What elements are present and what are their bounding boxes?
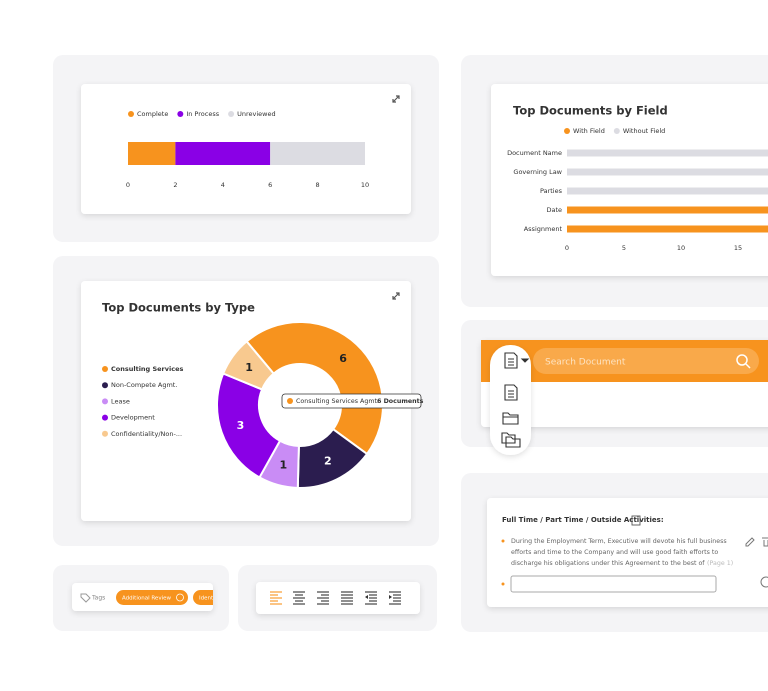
legend-swatch xyxy=(102,414,108,421)
tooltip-value: 6 Documents xyxy=(377,398,424,405)
y-tick-label: Document Name xyxy=(507,149,562,157)
tag-chip[interactable] xyxy=(193,590,233,605)
legend-label: Unreviewed xyxy=(237,110,276,118)
search-placeholder: Search Document xyxy=(545,358,626,368)
bullet xyxy=(501,539,505,543)
donut-segment xyxy=(245,321,384,456)
legend-swatch xyxy=(228,111,235,117)
y-tick-label: Assignment xyxy=(524,225,563,233)
tooltip-swatch xyxy=(287,398,293,404)
bar-segment xyxy=(270,142,365,165)
search-icon xyxy=(745,363,751,369)
bullet xyxy=(501,582,505,586)
tag-clip: Ident xyxy=(193,590,233,605)
clause-input[interactable] xyxy=(510,575,717,593)
legend-label: Confidentiality/Non-... xyxy=(111,430,182,438)
clause-line: efforts and time to the Company and will… xyxy=(511,549,718,556)
align-icon xyxy=(365,595,368,599)
align-toolbar xyxy=(270,591,401,605)
expand-icon[interactable] xyxy=(392,292,400,300)
tag-text: Additional Review xyxy=(122,596,171,602)
tooltip xyxy=(281,393,422,409)
legend-label: Consulting Services xyxy=(111,365,183,373)
dropdown-icons xyxy=(501,352,530,448)
clause-heading: Full Time / Part Time / Outside Activiti… xyxy=(502,516,664,524)
expand-icon[interactable] xyxy=(392,95,400,103)
legend-label: Development xyxy=(111,414,155,422)
segment-label: 6 xyxy=(339,352,347,365)
delete-icon[interactable] xyxy=(762,537,768,547)
tag-remove[interactable] xyxy=(176,593,184,602)
x-tick-label: 10 xyxy=(677,244,685,252)
legend-label: Non-Compete Agmt. xyxy=(111,381,177,389)
x-tick-label: 8 xyxy=(316,181,320,189)
x-tick-label: 5 xyxy=(622,244,626,252)
bar xyxy=(567,206,768,214)
x-tick-label: 10 xyxy=(361,181,369,189)
legend-swatch xyxy=(564,128,570,134)
legend-label: Without Field xyxy=(623,127,665,135)
tag-chip[interactable] xyxy=(116,590,188,605)
legend-swatch xyxy=(128,111,134,117)
search-icon[interactable] xyxy=(736,354,748,366)
clause-icon[interactable] xyxy=(631,515,641,526)
y-tick-label: Date xyxy=(546,206,562,214)
add-icon[interactable] xyxy=(760,576,768,588)
clause-line: During the Employment Term, Executive wi… xyxy=(511,538,727,545)
legend-swatch xyxy=(102,366,108,372)
bar xyxy=(567,168,768,176)
y-tick-label: Governing Law xyxy=(513,168,562,176)
legend-swatch xyxy=(177,111,184,117)
legend-label: With Field xyxy=(573,127,605,135)
clause-line: discharge his obligations under this Agr… xyxy=(511,560,705,567)
donut-segment xyxy=(221,340,276,391)
x-tick-label: 0 xyxy=(126,181,130,189)
legend-label: In Process xyxy=(186,110,219,118)
chart-title: Top Documents by Field xyxy=(513,104,668,118)
x-tick-label: 0 xyxy=(565,244,569,252)
x-tick-label: 2 xyxy=(173,181,177,189)
edit-icon[interactable] xyxy=(745,537,755,547)
segment-label: 1 xyxy=(245,361,253,374)
legend-swatch xyxy=(102,430,108,437)
bar-segment xyxy=(175,142,271,165)
y-tick-label: Parties xyxy=(540,187,563,195)
tooltip-label: Consulting Services Agmt. xyxy=(296,398,379,405)
legend-swatch xyxy=(102,398,108,405)
tag-icon xyxy=(80,593,91,603)
card xyxy=(256,582,420,614)
page-ref: (Page 1) xyxy=(707,560,733,567)
x-tick-label: 6 xyxy=(268,181,272,189)
search-input[interactable] xyxy=(533,348,759,374)
tags-label: Tags xyxy=(91,595,105,602)
bar-segment xyxy=(128,142,176,165)
x-tick-label: 4 xyxy=(221,181,225,189)
legend-swatch xyxy=(102,382,108,389)
bar xyxy=(567,149,768,157)
tag-text: Ident xyxy=(199,596,214,602)
align-icon xyxy=(389,595,392,599)
bar xyxy=(567,187,768,195)
segment-label: 1 xyxy=(279,459,287,472)
bar xyxy=(567,225,768,233)
legend-label: Complete xyxy=(137,110,168,118)
segment-label: 3 xyxy=(237,419,245,432)
segment-label: 2 xyxy=(324,455,332,468)
legend-swatch xyxy=(613,128,620,134)
chart-title: Top Documents by Type xyxy=(102,301,255,315)
legend-label: Lease xyxy=(111,397,130,405)
x-tick-label: 15 xyxy=(734,244,742,252)
